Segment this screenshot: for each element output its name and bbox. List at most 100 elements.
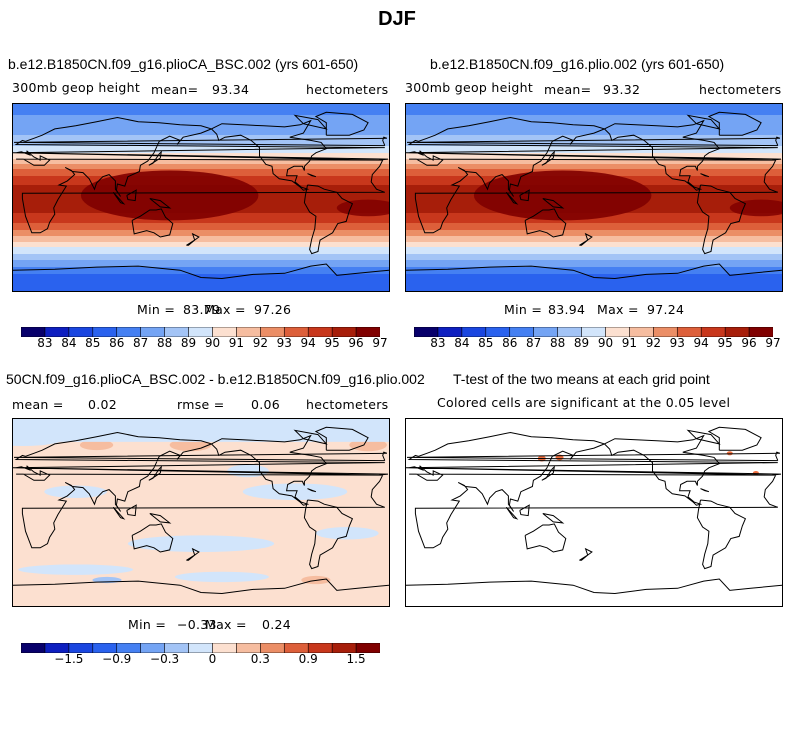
panel1-map-band xyxy=(13,147,389,149)
panel2-map-band xyxy=(406,253,782,255)
panel1-max-value: 97.26 xyxy=(254,302,292,317)
panel2-map-band xyxy=(406,252,782,254)
panel1-map-band xyxy=(13,256,389,258)
panel2-map-band xyxy=(406,288,782,290)
panel1-map-band xyxy=(13,161,389,163)
panel1-map-warm-pool-2 xyxy=(336,199,389,217)
panel2-map-band xyxy=(406,119,782,121)
panel1-colorbar xyxy=(20,324,381,338)
panel1-map-band xyxy=(13,129,389,131)
panel2-map-band xyxy=(406,163,782,165)
panel1-map-band xyxy=(13,233,389,235)
panel1-map-band xyxy=(13,160,389,162)
panel1-map-band xyxy=(13,131,389,133)
panel2-map-band xyxy=(406,275,782,277)
panel1-map-band xyxy=(13,139,389,141)
panel2-map-band xyxy=(406,237,782,239)
panel2-map-band xyxy=(406,282,782,284)
panel1-map-band xyxy=(13,112,389,114)
panel2-map-band xyxy=(406,146,782,148)
panel2-map-band xyxy=(406,171,782,173)
panel2-colorbar-tick-label: 95 xyxy=(717,336,733,350)
panel1-colorbar-tick-label: 86 xyxy=(109,336,125,350)
panel2-map-band xyxy=(406,112,782,114)
panel2-map-band xyxy=(406,240,782,242)
panel2-map-band xyxy=(406,276,782,278)
panel1-map-band xyxy=(13,252,389,254)
panel2-map-band xyxy=(406,137,782,139)
panel2-map-band xyxy=(406,124,782,126)
panel2-map-band xyxy=(406,230,782,232)
panel2-map-band xyxy=(406,244,782,246)
panel2-map-band xyxy=(406,222,782,224)
panel2-map-band xyxy=(406,241,782,243)
panel2-colorbar xyxy=(413,324,774,338)
panel1-colorbar-tick-label: 91 xyxy=(228,336,245,350)
panel2-map-band xyxy=(406,153,782,155)
panel1-map-band xyxy=(13,250,389,252)
panel1-map-band xyxy=(13,107,389,109)
panel2-map-band xyxy=(406,122,782,124)
panel1-map-band xyxy=(13,151,389,153)
panel3-colorbar-ticks: −1.5 −0.9 −0.3 0 0.3 0.9 1.5 xyxy=(21,652,380,666)
panel2-map-band xyxy=(406,239,782,241)
panel2-map-band xyxy=(406,265,782,267)
panel1-map-band xyxy=(13,227,389,229)
panel2-map-band xyxy=(406,289,782,291)
panel1-map-band xyxy=(13,248,389,250)
panel1-map-band xyxy=(13,272,389,274)
panel3-units: hectometers xyxy=(306,397,389,412)
panel2-map-svg xyxy=(406,104,782,291)
panel2-map-band xyxy=(406,166,782,168)
panel2-max-label: Max = xyxy=(597,302,639,317)
panel2-map-band xyxy=(406,227,782,229)
panel1-map-band xyxy=(13,242,389,244)
panel1-map-band xyxy=(13,274,389,276)
panel1-map-band xyxy=(13,257,389,259)
panel3-min-label: Min = xyxy=(128,617,167,632)
panel2-map-band xyxy=(406,231,782,233)
panel1-colorbar-tick-label: 84 xyxy=(61,336,77,350)
panel2-variable-label: 300mb geop height xyxy=(405,80,534,95)
panel3-map-svg xyxy=(13,419,389,606)
panel1-map-band xyxy=(13,221,389,223)
panel1-map-band xyxy=(13,128,389,130)
panel1-map-band xyxy=(13,237,389,239)
panel3-anomaly-region xyxy=(127,535,275,552)
panel2-map-band xyxy=(406,105,782,107)
panel2-map-band xyxy=(406,246,782,248)
panel1-map-band xyxy=(13,121,389,123)
panel2-map-band xyxy=(406,110,782,112)
panel2-map-band xyxy=(406,279,782,281)
panel1-colorbar-tick-label: 92 xyxy=(252,336,268,350)
panel2-map-band xyxy=(406,104,782,106)
panel3-anomaly-region xyxy=(44,485,107,498)
panel2-map-band xyxy=(406,245,782,247)
panel3-colorbar-tick-label: 0.3 xyxy=(250,652,270,666)
panel3-polar-negative xyxy=(13,419,389,442)
panel1-map-band xyxy=(13,261,389,263)
panel1-map-band xyxy=(13,117,389,119)
panel3-anomaly-region xyxy=(349,438,387,452)
panel1-map-band xyxy=(13,114,389,116)
panel1-map-band xyxy=(13,223,389,225)
panel2-map-band xyxy=(406,269,782,271)
panel2-title: b.e12.B1850CN.f09_g16.plio.002 (yrs 601-… xyxy=(430,56,725,72)
panel3-anomaly-region xyxy=(79,439,114,451)
panel2-colorbar-ticks: 83 84 85 86 87 88 89 90 91 92 93 94 95 96 97 xyxy=(414,336,780,350)
panel2-units: hectometers xyxy=(699,82,782,97)
panel1-map-band xyxy=(13,110,389,112)
panel1-map-band xyxy=(13,273,389,275)
panel2-map-band xyxy=(406,285,782,287)
panel2-colorbar-tick-label: 87 xyxy=(526,336,542,350)
panel1-map-band xyxy=(13,286,389,288)
panel1-map-band xyxy=(13,225,389,227)
panel1-colorbar-tick-label: 96 xyxy=(348,336,364,350)
panel1-map-band xyxy=(13,168,389,170)
panel2-colorbar-tick-label: 94 xyxy=(693,336,709,350)
panel1-map-band xyxy=(13,271,389,273)
panel2-map-band xyxy=(406,234,782,236)
panel3-colorbar xyxy=(20,640,381,654)
panel2-map-band xyxy=(406,118,782,120)
panel2-map-band xyxy=(406,113,782,115)
